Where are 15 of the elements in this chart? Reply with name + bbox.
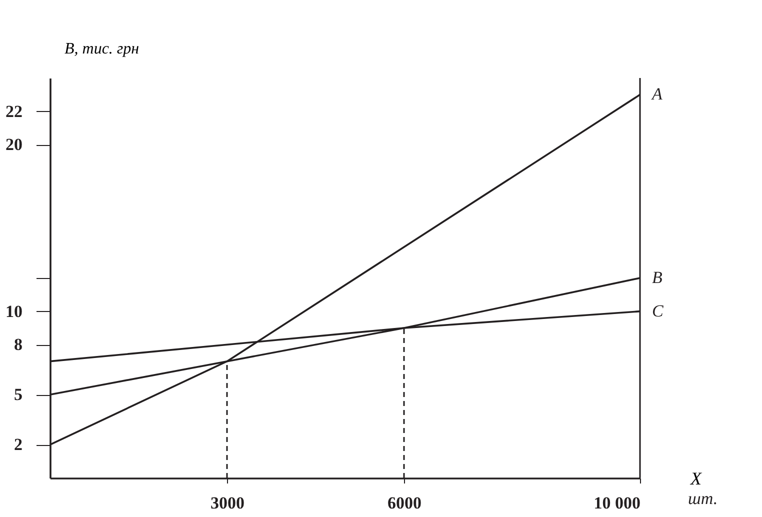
series-label: A bbox=[651, 84, 663, 104]
series-label: C bbox=[652, 301, 664, 320]
series-label: B bbox=[652, 268, 663, 287]
y-tick-label: 10 bbox=[6, 302, 22, 321]
y-tick-label: 22 bbox=[6, 102, 22, 121]
y-tick-label: 8 bbox=[14, 335, 22, 354]
x-tick-label: 3000 bbox=[210, 494, 244, 512]
y-tick-label: 5 bbox=[14, 385, 22, 404]
y-tick-label: 20 bbox=[6, 135, 22, 154]
y-axis-title: B, тис. грн bbox=[64, 40, 140, 58]
x-axis-title: X bbox=[690, 468, 702, 488]
x-tick-label: 10 000 bbox=[594, 494, 640, 512]
y-tick-label: 2 bbox=[14, 435, 22, 454]
text: шт. bbox=[688, 489, 718, 508]
x-tick-label: 6000 bbox=[388, 494, 422, 512]
